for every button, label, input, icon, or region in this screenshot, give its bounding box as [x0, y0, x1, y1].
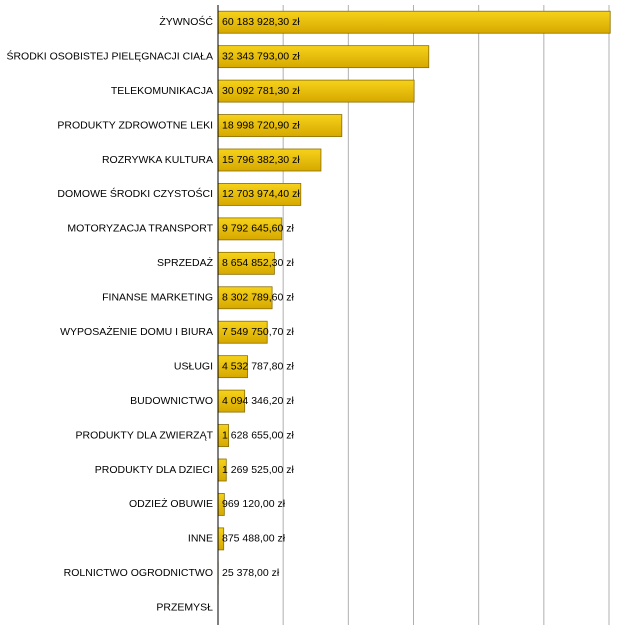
y-tick-label: DOMOWE ŚRODKI CZYSTOŚCI: [57, 187, 213, 200]
y-tick-label: ROLNICTWO OGRODNICTWO: [64, 567, 213, 579]
y-tick-label: SPRZEDAŻ: [157, 256, 214, 269]
y-tick-label: FINANSE MARKETING: [102, 292, 213, 304]
value-label: 1 628 655,00 zł: [222, 429, 294, 441]
value-label: 7 549 750,70 zł: [222, 326, 294, 338]
y-tick-label: PRZEMYSŁ: [156, 602, 213, 614]
y-tick-label: PRODUKTY DLA DZIECI: [95, 464, 213, 476]
value-label: 25 378,00 zł: [222, 567, 280, 579]
value-label: 30 092 781,30 zł: [222, 85, 300, 97]
y-tick-label: ŚRODKI OSOBISTEJ PIELĘGNACJI CIAŁA: [6, 49, 213, 62]
y-tick-label: TELEKOMUNIKACJA: [111, 85, 213, 97]
y-tick-label: WYPOSAŻENIE DOMU I BIURA: [60, 325, 213, 338]
value-label: 18 998 720,90 zł: [222, 119, 300, 131]
value-label: 15 796 382,30 zł: [222, 154, 300, 166]
value-label: 9 792 645,60 zł: [222, 223, 294, 235]
y-tick-label: ŻYWNOŚĆ: [159, 15, 213, 28]
y-tick-label: USŁUGI: [174, 360, 213, 372]
y-tick-label: ROZRYWKA KULTURA: [102, 154, 213, 166]
y-tick-label: INNE: [188, 533, 213, 545]
y-tick-label: ODZIEŻ OBUWIE: [129, 497, 213, 510]
value-label: 60 183 928,30 zł: [222, 16, 300, 28]
y-tick-label: PRODUKTY ZDROWOTNE LEKI: [57, 119, 213, 131]
y-tick-label: BUDOWNICTWO: [130, 395, 213, 407]
y-tick-label: PRODUKTY DLA ZWIERZĄT: [76, 429, 214, 441]
value-label: 4 532 787,80 zł: [222, 360, 294, 372]
value-label: 4 094 346,20 zł: [222, 395, 294, 407]
value-label: 1 269 525,00 zł: [222, 464, 294, 476]
value-label: 8 302 789,60 zł: [222, 292, 294, 304]
value-label: 32 343 793,00 zł: [222, 50, 300, 62]
value-label: 8 654 852,30 zł: [222, 257, 294, 269]
value-label: 969 120,00 zł: [222, 498, 286, 510]
y-tick-label: MOTORYZACJA TRANSPORT: [67, 223, 213, 235]
value-label: 12 703 974,40 zł: [222, 188, 300, 200]
value-label: 875 488,00 zł: [222, 533, 286, 545]
